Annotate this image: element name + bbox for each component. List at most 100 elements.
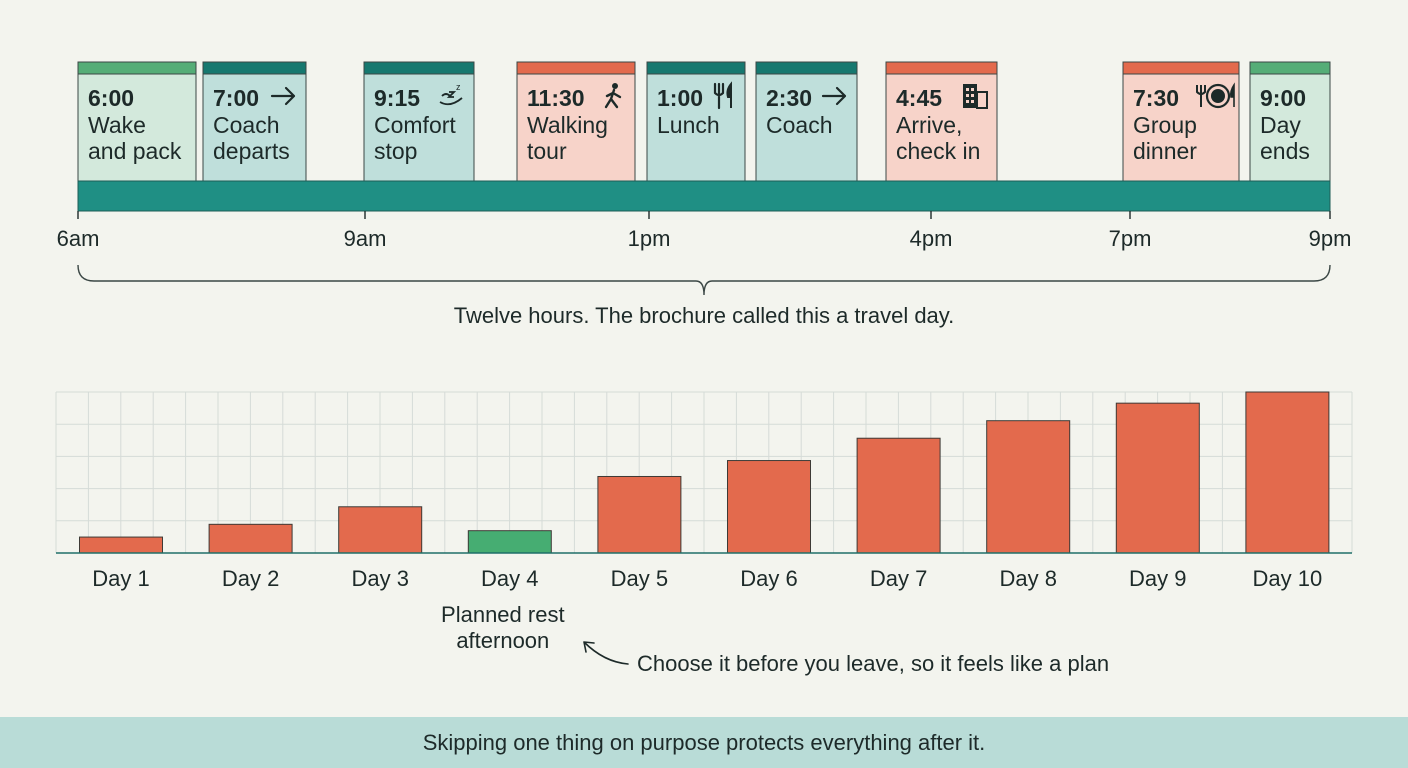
sleep-icon: z [439,82,463,106]
footer-text: Skipping one thing on purpose protects e… [422,729,986,755]
event-label: check in [896,138,980,164]
annotation-arrow [583,641,629,665]
timeline-brace [77,264,1331,296]
event-label: Walking [527,112,608,138]
chart-bar [79,536,163,554]
annotation-label: afternoon [456,628,549,653]
event-label: Day [1260,112,1301,138]
chart-category-label: Day 9 [1129,566,1186,591]
arrow-right-icon [270,86,296,106]
event-time: 4:45 [896,85,942,111]
chart-bar [597,475,682,554]
chart-category-label: Day 4 [481,566,538,591]
event-card-strip [516,61,636,75]
chart-bar [338,506,423,554]
event-card-strip [885,61,998,75]
event-card-body [202,61,307,183]
chart-bar [986,420,1071,554]
timeline-tick-label: 1pm [628,226,671,251]
chart-category-label: Day 7 [870,566,927,591]
event-label: stop [374,138,417,164]
chart-category-label: Day 6 [740,566,797,591]
event-time: 11:30 [527,85,585,111]
chart-category-label: Day 1 [92,566,149,591]
timeline-tick-label: 4pm [910,226,953,251]
event-label: Comfort [374,112,456,138]
chart-category-label: Day 8 [999,566,1056,591]
timeline-ticks: 6am 9am 1pm 4pm 7pm 9pm [57,211,1352,251]
brace-caption: Twelve hours. The brochure called this a… [454,303,955,328]
chart-category-label: Day 5 [611,566,668,591]
event-label: departs [213,138,290,164]
chart-bar [727,460,811,554]
event-card-body [1249,61,1331,183]
event-time: 9:00 [1260,85,1306,111]
annotation-note: Choose it before you leave, so it feels … [637,651,1109,676]
footer-banner: Skipping one thing on purpose protects e… [0,717,1408,768]
svg-text:z: z [456,82,461,92]
chart-bar [856,437,941,554]
event-label: Arrive, [896,112,962,138]
event-label: Coach [213,112,279,138]
event-time: 9:15 [374,85,420,111]
event-label: dinner [1133,138,1197,164]
event-card-strip [202,61,307,75]
annotation-label: Planned rest [441,602,565,627]
event-card-strip [646,61,746,75]
walking-icon [604,83,622,109]
hotel-icon [963,84,988,109]
timeline-tick-label: 9pm [1309,226,1352,251]
event-card-strip [1249,61,1331,75]
event-card-body [885,61,998,183]
event-card-strip [1122,61,1240,75]
dinner-icon [1196,82,1235,109]
chart-category-label: Day 2 [222,566,279,591]
chart-bars [79,391,1330,554]
chart-bar [467,530,552,554]
event-time: 7:30 [1133,85,1179,111]
event-card-body [363,61,475,183]
chart-bar [208,523,293,554]
chart-bar [1245,391,1330,554]
event-label: Lunch [657,112,720,138]
event-label: tour [527,138,567,164]
event-card-body [516,61,636,183]
event-card-body [77,61,197,183]
event-label: Wake [88,112,146,138]
chart-category-label: Day 10 [1253,566,1323,591]
event-label: Group [1133,112,1197,138]
arrow-right-icon [821,86,847,106]
event-card-body [646,61,746,183]
event-time: 1:00 [657,85,703,111]
event-card-strip [755,61,858,75]
event-card-strip [77,61,197,75]
event-time: 2:30 [766,85,812,111]
timeline-bar [77,180,1331,212]
event-time: 7:00 [213,85,259,111]
chart-category-label: Day 3 [351,566,408,591]
timeline-tick-label: 6am [57,226,100,251]
timeline-tick-label: 9am [344,226,387,251]
timeline-tick-label: 7pm [1109,226,1152,251]
daily-load-bar-chart: Day 1 Day 2 Day 3 Day 4 Day 5 Day 6 Day 7 Day 8… [55,391,1353,676]
event-label: ends [1260,138,1310,164]
event-label: Coach [766,112,832,138]
chart-category-labels: Day 1 Day 2 Day 3 Day 4 Day 5 Day 6 Day 7 Day 8… [92,566,1322,591]
fork-knife-icon [713,81,732,110]
event-time: 6:00 [88,85,134,111]
event-card-body [1122,61,1240,183]
event-label: and pack [88,138,182,164]
chart-bar [1115,402,1200,554]
